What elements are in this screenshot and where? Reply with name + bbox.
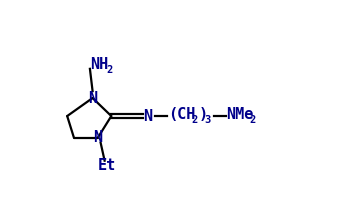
Text: Et: Et — [98, 158, 116, 173]
Text: 2: 2 — [250, 115, 256, 125]
Text: ): ) — [198, 107, 208, 122]
Text: NMe: NMe — [227, 107, 254, 122]
Text: N: N — [88, 91, 97, 105]
Text: 2: 2 — [106, 65, 112, 75]
Text: (CH: (CH — [168, 107, 196, 122]
Text: N: N — [93, 130, 102, 145]
Text: 2: 2 — [191, 115, 198, 125]
Text: N: N — [144, 109, 152, 124]
Text: 3: 3 — [205, 115, 211, 125]
Text: NH: NH — [90, 57, 108, 72]
